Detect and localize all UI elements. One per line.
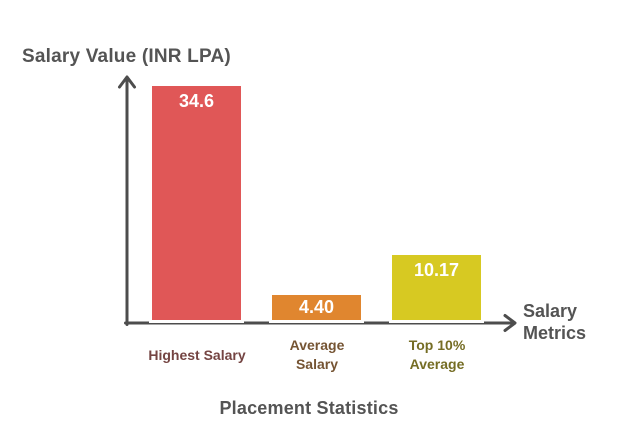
y-axis-title: Salary Value (INR LPA) xyxy=(22,46,231,67)
bar-average-salary: 4.40 xyxy=(269,292,364,323)
bar-value-label: 10.17 xyxy=(413,260,460,280)
x-axis-arrowhead-icon xyxy=(503,314,517,332)
category-label-average-salary: Average Salary xyxy=(289,337,345,372)
bar-value-label: 34.6 xyxy=(178,91,215,111)
bar-value-label: 4.40 xyxy=(298,297,335,317)
x-axis-title: Salary Metrics xyxy=(523,301,587,343)
category-label-highest-salary: Highest Salary xyxy=(148,346,246,363)
bar-top10-average: 10.17 xyxy=(389,252,484,323)
y-axis-arrowhead-icon xyxy=(118,75,136,89)
chart-title: Placement Statistics xyxy=(219,398,399,418)
bar-highest-salary: 34.6 xyxy=(149,83,244,323)
category-label-top10-average: Top 10% Average xyxy=(408,337,466,372)
